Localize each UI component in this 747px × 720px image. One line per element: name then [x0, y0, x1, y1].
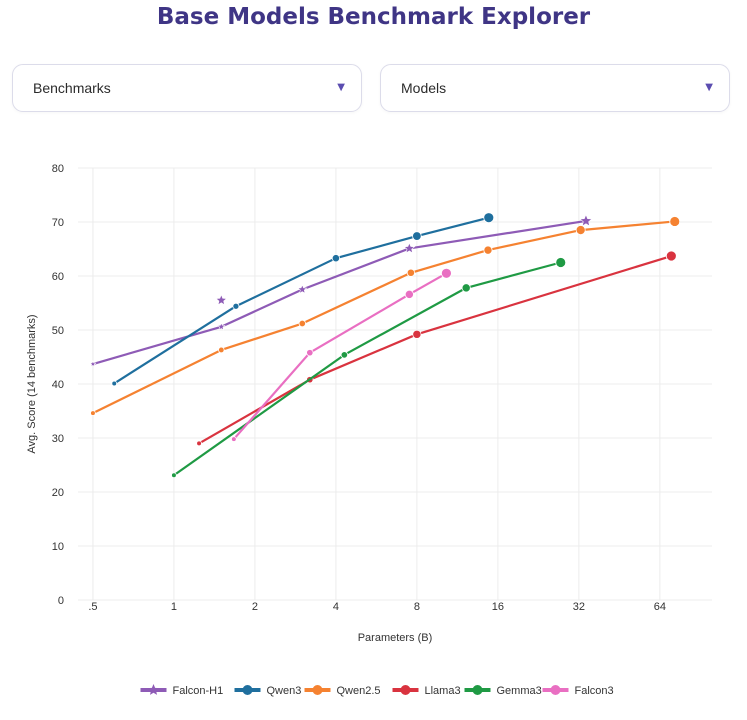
x-tick-label: 16 — [492, 601, 504, 613]
legend-item-qwen2-5[interactable]: Qwen2.5 — [304, 685, 381, 697]
data-point — [232, 302, 240, 310]
data-point — [196, 440, 202, 447]
data-point — [404, 289, 414, 299]
legend-item-gemma3[interactable]: Gemma3 — [464, 685, 542, 697]
legend[interactable]: Falcon-H1 Qwen3 Qwen2.5 Llama3 Gemma3 Falcon3 — [140, 684, 614, 697]
legend-item-llama3[interactable]: Llama3 — [392, 685, 461, 697]
legend-label: Llama3 — [425, 685, 461, 697]
legend-label: Qwen2.5 — [337, 685, 381, 697]
legend-circle-icon — [472, 685, 483, 695]
x-axis-label: Parameters (B) — [358, 632, 433, 644]
data-point — [331, 254, 341, 263]
data-point-star — [403, 242, 416, 254]
data-point — [298, 319, 306, 328]
chevron-down-icon: ▼ — [337, 82, 345, 93]
series-layer — [89, 212, 681, 479]
benchmarks-dropdown[interactable]: Benchmarks ▼ — [12, 64, 362, 112]
data-point-star — [297, 284, 308, 294]
models-dropdown-label: Models — [401, 80, 447, 96]
benchmark-chart: 0 10 20 30 40 50 60 70 80 .5 1 2 4 8 16 32 64 Parameters… — [26, 163, 712, 697]
data-point — [441, 267, 452, 279]
data-point-star — [215, 294, 228, 306]
x-tick-label: 1 — [171, 601, 177, 613]
data-point — [461, 283, 471, 293]
data-point — [575, 225, 586, 236]
data-point-star — [216, 322, 226, 331]
series-line — [233, 272, 447, 440]
legend-label: Gemma3 — [497, 685, 542, 697]
series-gemma3 — [171, 257, 567, 479]
series-falcon-h1 — [89, 213, 593, 368]
chevron-down-icon: ▼ — [705, 82, 713, 93]
data-point — [90, 410, 96, 416]
x-tick-label: 8 — [414, 601, 420, 613]
y-tick-label: 10 — [52, 541, 64, 553]
legend-circle-icon — [550, 685, 561, 695]
y-tick-label: 40 — [52, 379, 64, 391]
series-line — [113, 216, 490, 385]
x-tick-label: 64 — [654, 601, 666, 613]
y-tick-label: 70 — [52, 217, 64, 229]
legend-item-falcon3[interactable]: Falcon3 — [542, 685, 614, 697]
series-llama3 — [196, 250, 677, 447]
y-axis-label: Avg. Score (14 benchmarks) — [26, 314, 38, 453]
series-line — [92, 219, 587, 366]
data-point — [555, 257, 567, 268]
legend-item-falcon-h1[interactable]: Falcon-H1 — [140, 684, 224, 697]
legend-label: Qwen3 — [267, 685, 302, 697]
page-title: Base Models Benchmark Explorer — [156, 4, 591, 30]
x-tick-label: 2 — [252, 601, 258, 613]
legend-circle-icon — [312, 685, 323, 695]
data-point — [483, 212, 495, 224]
data-point — [111, 380, 118, 387]
data-point — [669, 216, 681, 227]
data-point — [218, 346, 225, 354]
data-point — [665, 250, 677, 262]
data-point — [231, 436, 237, 442]
legend-circle-icon — [400, 685, 411, 695]
legend-star-icon — [147, 684, 160, 695]
data-point — [406, 268, 415, 277]
y-tick-label: 50 — [52, 325, 64, 337]
x-tick-label: 32 — [573, 601, 585, 613]
data-point — [412, 231, 422, 241]
benchmarks-dropdown-label: Benchmarks — [33, 80, 111, 96]
y-tick-label: 0 — [58, 595, 64, 607]
data-point — [306, 349, 314, 357]
x-tick-label: 4 — [333, 601, 339, 613]
y-tick-label: 30 — [52, 433, 64, 445]
y-tick-label: 80 — [52, 163, 64, 175]
y-tick-label: 20 — [52, 487, 64, 499]
series-qwen3 — [111, 212, 495, 387]
series-qwen2-5 — [90, 216, 681, 416]
data-point — [340, 351, 349, 359]
y-tick-label: 60 — [52, 271, 64, 283]
grid — [78, 167, 712, 601]
data-point — [412, 329, 422, 339]
legend-label: Falcon3 — [575, 685, 614, 697]
models-dropdown[interactable]: Models ▼ — [380, 64, 730, 112]
tick-labels: 0 10 20 30 40 50 60 70 80 .5 1 2 4 8 16 32 64 — [52, 163, 666, 613]
series-line — [173, 261, 562, 477]
data-point-star — [89, 360, 97, 368]
series-line — [198, 254, 672, 445]
x-tick-label: .5 — [88, 601, 97, 613]
legend-circle-icon — [242, 685, 253, 695]
series-falcon3 — [231, 267, 452, 442]
legend-item-qwen3[interactable]: Qwen3 — [234, 685, 302, 697]
data-point-star — [579, 213, 593, 227]
data-point — [171, 472, 177, 479]
data-point — [483, 245, 493, 255]
legend-label: Falcon-H1 — [173, 685, 224, 697]
